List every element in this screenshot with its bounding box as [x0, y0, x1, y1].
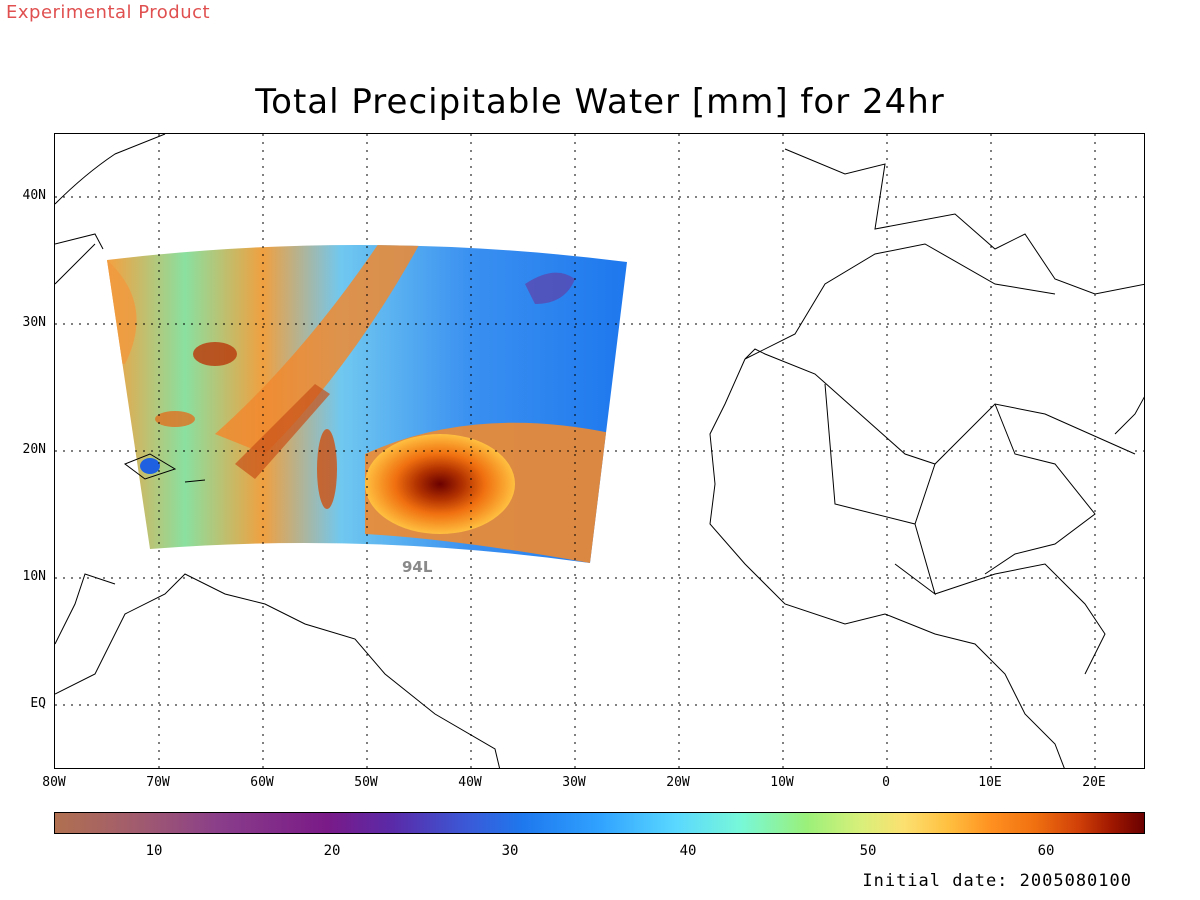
lat-label-30N: 30N: [22, 315, 46, 330]
lon-label-30W: 30W: [562, 775, 586, 790]
colorbar-label-20: 20: [323, 843, 341, 859]
lat-label-40N: 40N: [22, 188, 46, 203]
lon-label-20W: 20W: [666, 775, 690, 790]
lat-label-20N: 20N: [22, 442, 46, 457]
map-panel: [54, 133, 1145, 769]
colorbar: [54, 812, 1145, 834]
lon-label-50W: 50W: [354, 775, 378, 790]
map-svg: [55, 134, 1144, 768]
lon-label-70W: 70W: [146, 775, 170, 790]
lat-label-10N: 10N: [22, 569, 46, 584]
lon-label-40W: 40W: [458, 775, 482, 790]
graticule: [55, 134, 1144, 768]
experimental-product-label: Experimental Product: [6, 2, 211, 23]
colorbar-label-40: 40: [679, 843, 697, 859]
initial-date: Initial date: 2005080100: [862, 871, 1132, 891]
colorbar-label-30: 30: [501, 843, 519, 859]
colorbar-label-10: 10: [145, 843, 163, 859]
lat-label-eq: EQ: [30, 696, 46, 711]
colorbar-label-50: 50: [859, 843, 877, 859]
colorbar-label-60: 60: [1037, 843, 1055, 859]
chart-title: Total Precipitable Water [mm] for 24hr: [255, 82, 945, 122]
lon-label-0: 0: [882, 775, 890, 790]
lon-label-10W: 10W: [770, 775, 794, 790]
lon-label-20E: 20E: [1082, 775, 1106, 790]
storm-label-94L: 94L: [402, 558, 433, 576]
lon-label-10E: 10E: [978, 775, 1002, 790]
lon-label-80W: 80W: [42, 775, 66, 790]
coastlines: [55, 134, 1144, 768]
lon-label-60W: 60W: [250, 775, 274, 790]
